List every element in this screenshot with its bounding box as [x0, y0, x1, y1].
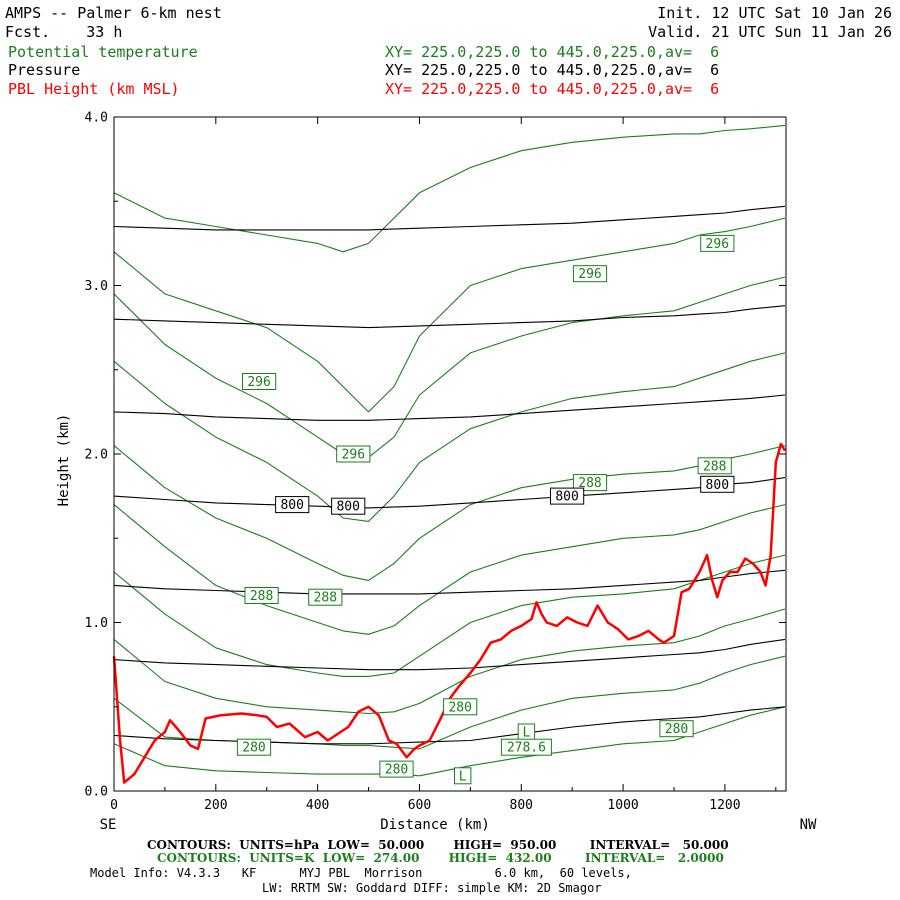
contour-label-box-6	[572, 474, 608, 492]
series-theta-9	[113, 217, 786, 413]
contour-label-3: 296	[706, 237, 729, 252]
contour-label-box-11	[659, 720, 694, 738]
contour-label-13: 800	[336, 500, 359, 515]
contour-label-box-8	[236, 738, 272, 756]
series-pressure-7	[113, 205, 786, 231]
contour-label-18: L	[459, 769, 467, 784]
series-theta-10	[113, 276, 786, 458]
field-name-pressure: Pressure	[8, 61, 81, 79]
contour-label-box-13	[331, 497, 366, 515]
contour-label-box-9	[379, 760, 414, 778]
forecast-hour: Fcst. 33 h	[5, 23, 123, 41]
contour-label-17: 278.6	[507, 741, 546, 756]
contour-label-box-2	[572, 265, 608, 283]
series-theta-17	[113, 706, 786, 777]
series-pbl-0	[112, 442, 787, 784]
contour-label-9: 280	[385, 763, 408, 778]
contour-label-box-1	[336, 445, 371, 463]
pressure-contours	[113, 205, 786, 745]
contour-label-15: 800	[706, 478, 729, 493]
contour-label-7: 288	[703, 459, 726, 474]
x-tick-label-2: 400	[306, 798, 329, 813]
contour-label-box-14	[550, 487, 585, 505]
y-tick-label-4: 4.0	[85, 111, 108, 126]
contour-labels: 296 296 296 296 288 288 288 288 280 280 280 280 800 8…	[236, 234, 735, 785]
contour-label-4: 288	[250, 589, 273, 604]
y-axis-label: Height (km)	[56, 414, 72, 507]
series-pressure-6	[113, 305, 786, 329]
series-theta-14	[113, 554, 786, 677]
x-axis-label: Distance (km)	[380, 817, 490, 833]
theta-contours	[113, 124, 786, 777]
contour-label-0: 296	[247, 375, 270, 390]
field-xsec-pbl: XY= 225.0,225.0 to 445.0,225.0,av= 6	[385, 80, 720, 98]
series-theta-11	[113, 352, 786, 522]
contour-label-2: 296	[578, 267, 601, 282]
field-name-theta: Potential temperature	[8, 43, 198, 61]
pbl-height-line	[112, 442, 787, 784]
field-xsec-theta: XY= 225.0,225.0 to 445.0,225.0,av= 6	[385, 43, 720, 61]
contour-label-16: L	[522, 726, 530, 741]
init-time: Init. 12 UTC Sat 10 Jan 26	[657, 4, 892, 22]
series-theta-15	[113, 608, 786, 715]
y-tick-label-1: 1.0	[85, 616, 108, 631]
y-tick-label-3: 3.0	[85, 279, 108, 294]
field-xsec-pressure: XY= 225.0,225.0 to 445.0,225.0,av= 6	[385, 61, 720, 79]
plot-frame	[113, 116, 787, 792]
x-end-label-se: SE	[100, 817, 117, 833]
x-tick-label-5: 1000	[607, 798, 638, 813]
contour-label-11: 280	[665, 722, 688, 737]
contour-label-box-3	[700, 234, 735, 252]
series-theta-13	[113, 504, 786, 635]
series-theta-12	[113, 445, 786, 581]
x-tick-label-4: 800	[510, 798, 533, 813]
physics-info: LW: RRTM SW: Goddard DIFF: simple KM: 2D…	[262, 881, 602, 895]
contour-label-box-17	[500, 738, 552, 756]
plot-title: AMPS -- Palmer 6-km nest	[5, 4, 222, 22]
contour-label-1: 296	[342, 448, 365, 463]
contours-pressure-info: CONTOURS: UNITS=hPa LOW= 50.000 HIGH= 95…	[147, 838, 729, 852]
x-tick-label-3: 600	[408, 798, 431, 813]
y-tick-label-2: 2.0	[85, 448, 108, 463]
contour-label-box-18	[454, 767, 472, 785]
series-theta-8	[113, 124, 786, 253]
contour-label-box-4	[244, 587, 279, 604]
contour-label-10: 280	[448, 700, 471, 715]
x-end-label-nw: NW	[800, 817, 817, 833]
contour-label-box-5	[308, 588, 343, 606]
series-pressure-3	[113, 638, 786, 671]
field-name-pbl: PBL Height (km MSL)	[8, 80, 180, 98]
contour-label-6: 288	[578, 476, 601, 491]
x-tick-label-0: 0	[110, 798, 118, 813]
contour-label-box-10	[443, 698, 478, 716]
contour-label-5: 288	[314, 591, 337, 606]
contour-label-box-0	[242, 373, 277, 390]
axes: 0 200 400 600 800 1000 1200 0.0 1.0 2.0 3.0 4.0	[85, 111, 786, 813]
x-tick-label-6: 1200	[709, 798, 740, 813]
contour-label-box-15	[700, 475, 735, 493]
model-info: Model Info: V4.3.3 KF MYJ PBL Morrison 6…	[90, 866, 632, 880]
contour-label-14: 800	[555, 490, 578, 505]
contours-theta-info: CONTOURS: UNITS=K LOW= 274.00 HIGH= 432.…	[157, 851, 724, 865]
series-pressure-5	[113, 394, 786, 421]
contour-label-box-12	[275, 496, 310, 514]
contour-label-12: 800	[280, 498, 303, 513]
series-pressure-1	[113, 477, 786, 509]
x-tick-label-1: 200	[204, 798, 227, 813]
contour-label-8: 280	[242, 741, 265, 756]
y-tick-label-0: 0.0	[85, 785, 108, 800]
contour-label-box-7	[697, 457, 732, 475]
valid-time: Valid. 21 UTC Sun 11 Jan 26	[648, 23, 892, 41]
